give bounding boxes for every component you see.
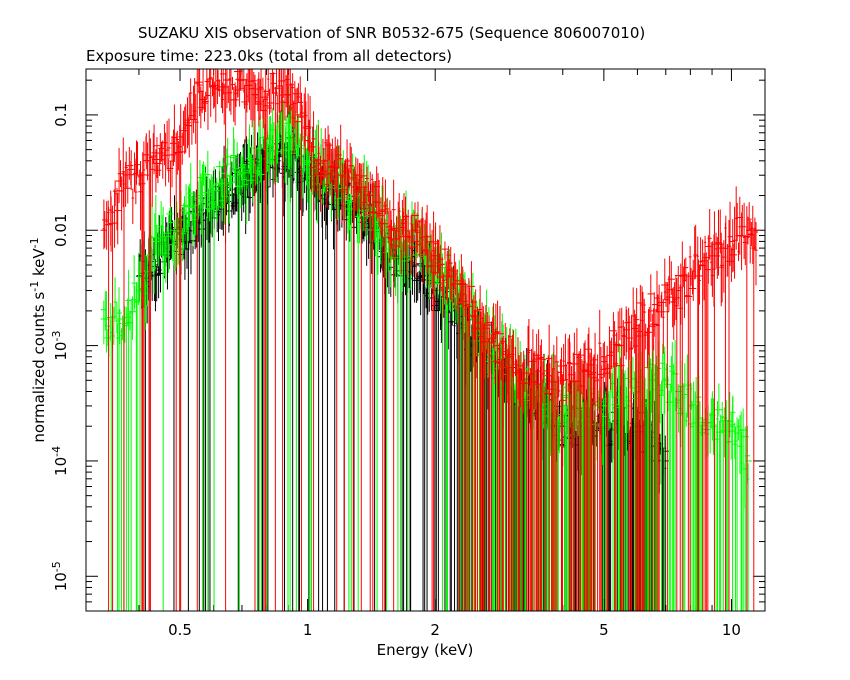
- y-axis-label-main: normalized counts s: [30, 292, 48, 443]
- y-tick-label: 10-3: [50, 331, 70, 361]
- x-tick-label: 2: [430, 621, 440, 639]
- y-tick-label: 0.1: [52, 103, 70, 127]
- y-tick-label: 10-4: [50, 446, 70, 476]
- y-axis-label: normalized counts s-1 keV-1: [28, 237, 48, 442]
- y-axis-label-sup1: -1: [28, 281, 41, 292]
- y-axis-label-sup2: -1: [28, 237, 41, 248]
- x-tick-label: 1: [303, 621, 313, 639]
- y-tick-label: 0.01: [52, 214, 70, 247]
- series-0: [100, 69, 761, 611]
- data-series: [100, 69, 761, 611]
- y-tick-label: 10-5: [50, 561, 70, 591]
- chart-subtitle: Exposure time: 223.0ks (total from all d…: [86, 47, 452, 65]
- x-axis-label: Energy (keV): [377, 641, 474, 659]
- chart-title: SUZAKU XIS observation of SNR B0532-675 …: [138, 24, 645, 42]
- y-axis-label-mid: keV: [30, 248, 48, 281]
- x-tick-label: 0.5: [168, 621, 192, 639]
- plot-frame: [85, 68, 766, 612]
- y-tick-labels: 0.1 0.01 10-3 10-4 10-5: [50, 103, 70, 591]
- x-tick-labels: 0.5 1 2 5 10: [168, 621, 741, 639]
- x-tick-label: 10: [722, 621, 741, 639]
- x-tick-label: 5: [599, 621, 609, 639]
